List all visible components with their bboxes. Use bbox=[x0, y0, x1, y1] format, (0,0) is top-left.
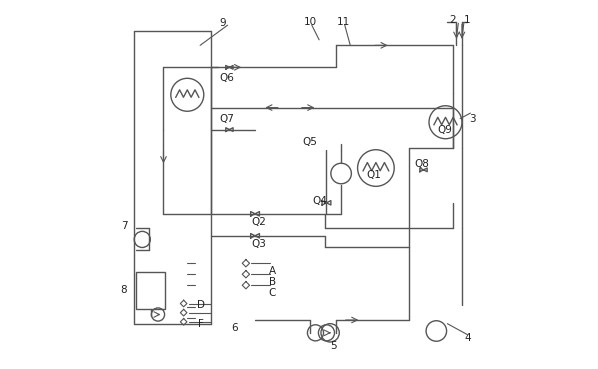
Text: Q2: Q2 bbox=[251, 217, 266, 227]
Text: 10: 10 bbox=[303, 17, 316, 27]
Text: 3: 3 bbox=[469, 114, 476, 124]
Text: B: B bbox=[269, 276, 276, 287]
Text: 1: 1 bbox=[463, 15, 470, 25]
Text: Q6: Q6 bbox=[219, 73, 234, 83]
Text: 6: 6 bbox=[231, 323, 238, 333]
Text: Q3: Q3 bbox=[251, 239, 266, 249]
Text: 11: 11 bbox=[336, 17, 350, 27]
Text: Q7: Q7 bbox=[219, 114, 234, 124]
Text: 7: 7 bbox=[121, 221, 127, 231]
Text: 5: 5 bbox=[331, 341, 337, 351]
Text: Q5: Q5 bbox=[303, 137, 318, 147]
Text: Q1: Q1 bbox=[366, 170, 381, 180]
Text: A: A bbox=[269, 266, 276, 276]
Text: F: F bbox=[198, 320, 204, 330]
Text: D: D bbox=[197, 300, 205, 310]
Text: Q4: Q4 bbox=[313, 196, 328, 206]
Bar bbox=[136, 272, 165, 309]
Text: Q9: Q9 bbox=[437, 125, 452, 135]
Text: C: C bbox=[269, 287, 276, 297]
Text: 4: 4 bbox=[464, 333, 471, 343]
Text: 8: 8 bbox=[121, 285, 127, 295]
Text: 9: 9 bbox=[219, 18, 226, 28]
Text: Q8: Q8 bbox=[414, 159, 429, 169]
Text: 2: 2 bbox=[450, 15, 456, 25]
